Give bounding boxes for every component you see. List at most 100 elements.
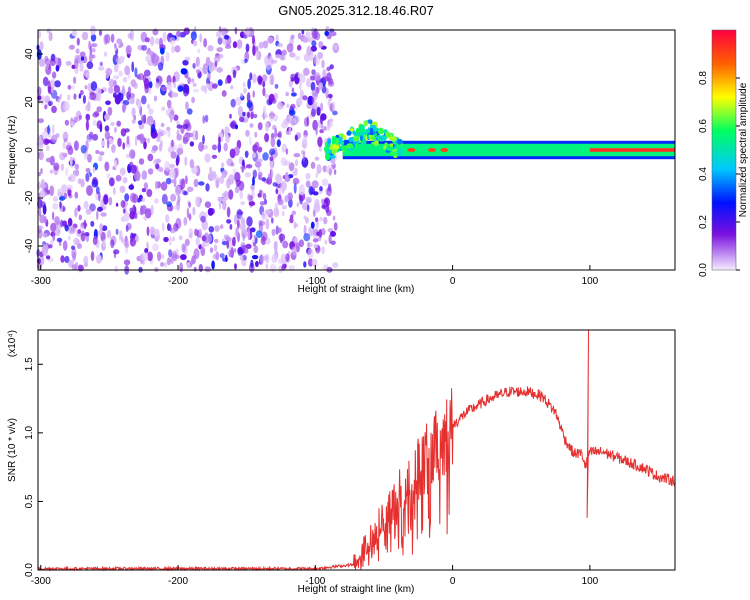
noise-speckle	[195, 196, 200, 207]
noise-speckle	[253, 113, 258, 119]
noise-speckle	[78, 93, 82, 99]
noise-speckle	[236, 39, 243, 49]
noise-speckle	[234, 186, 240, 194]
noise-speckle	[77, 243, 82, 249]
noise-speckle	[49, 185, 55, 197]
noise-speckle	[144, 69, 151, 77]
noise-speckle	[154, 37, 160, 45]
noise-speckle	[278, 130, 282, 139]
noise-speckle	[303, 224, 307, 236]
noise-speckle	[68, 44, 75, 50]
spectrogram-x-axis-title: Height of straight line (km)	[298, 284, 415, 295]
noise-speckle	[127, 33, 132, 39]
noise-speckle	[176, 120, 180, 126]
noise-speckle	[203, 38, 208, 48]
noise-speckle	[207, 45, 214, 52]
noise-speckle	[64, 224, 69, 232]
y-tick-label: 20	[24, 96, 35, 108]
noise-speckle	[315, 172, 319, 179]
noise-speckle	[119, 185, 126, 193]
noise-speckle	[150, 36, 155, 46]
noise-speckle	[115, 228, 119, 235]
noise-speckle	[265, 218, 270, 230]
noise-speckle	[49, 58, 56, 67]
noise-speckle	[249, 72, 253, 81]
noise-speckle	[166, 81, 173, 91]
colorbar-ticks: 0.0 0.2 0.4 0.6 0.8	[698, 71, 740, 277]
noise-speckle	[230, 162, 235, 167]
noise-speckle	[233, 248, 237, 253]
noise-speckle	[291, 246, 298, 256]
noise-speckle	[214, 225, 220, 232]
noise-speckle	[262, 40, 269, 49]
noise-speckle	[189, 141, 195, 147]
noise-speckle	[257, 167, 261, 172]
noise-speckle	[310, 45, 317, 52]
noise-speckle	[169, 113, 173, 123]
noise-speckle	[249, 123, 254, 128]
noise-speckle	[129, 238, 136, 247]
noise-speckle	[328, 77, 334, 85]
signal-hot-spot	[407, 148, 416, 152]
noise-speckle	[188, 228, 194, 236]
noise-speckle	[197, 48, 201, 54]
snr-panel: -300 -200 -100 0 100 0.0 0.5 1.0 1.5 Height of …	[7, 329, 676, 595]
noise-speckle	[168, 168, 176, 179]
signal-onset-blob	[391, 135, 397, 142]
noise-speckle	[86, 61, 94, 70]
noise-speckle	[148, 87, 152, 95]
noise-speckle	[169, 89, 173, 99]
noise-speckle	[239, 190, 243, 200]
noise-speckle	[129, 95, 135, 105]
noise-speckle	[131, 107, 136, 118]
noise-speckle	[74, 207, 78, 218]
noise-speckle	[204, 114, 209, 123]
noise-speckle	[286, 103, 290, 108]
signal-onset-blob	[390, 151, 397, 157]
colorbar-gradient	[712, 30, 736, 270]
signal-onset-blob	[352, 130, 356, 136]
noise-speckle	[150, 204, 154, 216]
noise-speckle	[104, 125, 110, 132]
noise-speckle	[122, 177, 128, 184]
snr-frame	[37, 329, 676, 571]
noise-speckle	[301, 203, 305, 209]
y-tick-label: 40	[24, 48, 35, 60]
noise-speckle	[212, 144, 217, 151]
noise-speckle	[290, 103, 296, 110]
noise-speckle	[57, 188, 62, 198]
noise-speckle	[121, 85, 125, 96]
noise-speckle	[242, 217, 245, 224]
noise-speckle	[200, 242, 206, 248]
noise-speckle	[275, 188, 279, 195]
noise-speckle	[243, 87, 248, 94]
noise-speckle	[262, 192, 267, 201]
noise-speckle	[265, 263, 268, 270]
noise-speckle	[261, 231, 268, 242]
signal-onset-blob	[329, 155, 336, 159]
noise-speckle	[217, 196, 223, 202]
noise-speckle	[143, 140, 147, 150]
noise-speckle	[310, 75, 315, 81]
noise-speckle	[315, 126, 318, 136]
noise-speckle	[188, 213, 192, 220]
noise-speckle	[204, 266, 212, 273]
noise-speckle	[51, 211, 55, 221]
noise-speckle	[324, 239, 328, 245]
noise-speckle	[50, 78, 55, 90]
noise-speckle	[114, 43, 117, 48]
noise-speckle	[323, 76, 329, 82]
noise-speckle	[273, 207, 280, 218]
noise-speckle	[119, 55, 125, 63]
y-tick-label: 1.5	[24, 357, 35, 371]
noise-speckle	[183, 27, 190, 35]
noise-speckle	[317, 237, 322, 242]
noise-speckle	[296, 202, 300, 208]
y-tick-label: 0.5	[24, 494, 35, 508]
noise-speckle	[73, 76, 77, 84]
noise-speckle	[135, 234, 139, 243]
noise-speckle	[153, 54, 160, 66]
noise-speckle	[213, 244, 218, 252]
noise-speckle	[195, 56, 200, 68]
noise-speckle	[79, 89, 84, 96]
